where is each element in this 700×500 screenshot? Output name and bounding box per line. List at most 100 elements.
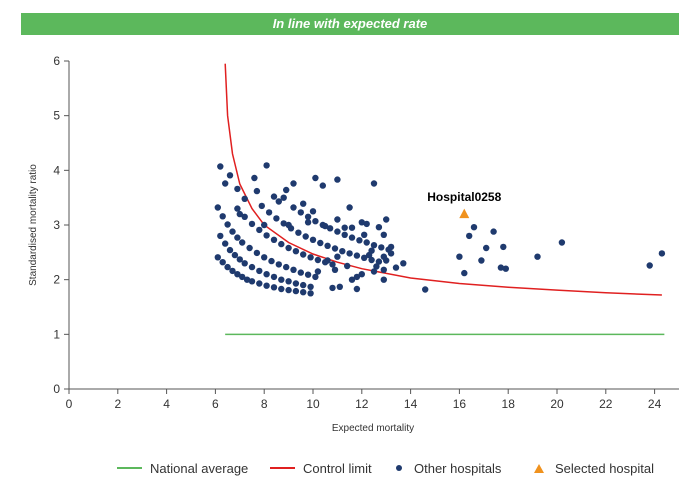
- hospital-point: [248, 263, 256, 271]
- hospital-point: [422, 286, 429, 293]
- hospital-point: [363, 220, 370, 228]
- hospital-point: [500, 243, 507, 251]
- hospital-point: [353, 252, 361, 259]
- hospital-point: [273, 215, 280, 222]
- hospital-point: [304, 271, 312, 278]
- hospital-point: [368, 256, 375, 264]
- x-tick-label: 2: [114, 397, 121, 411]
- hospital-point: [241, 195, 248, 202]
- hospital-point: [336, 283, 343, 290]
- hospital-point: [285, 221, 292, 229]
- hospital-point: [370, 180, 378, 187]
- hospital-point: [275, 198, 282, 205]
- hospital-point: [461, 269, 468, 277]
- y-tick-label: 6: [53, 54, 60, 68]
- hospital-point: [261, 221, 268, 229]
- hospital-point: [346, 204, 353, 211]
- hospital-point: [502, 265, 509, 272]
- hospital-point: [219, 213, 226, 220]
- chart-legend: National average Control limit Other hos…: [0, 458, 700, 478]
- hospital-point: [370, 242, 378, 249]
- hospital-point: [283, 186, 290, 194]
- legend-other-hospitals: Other hospitals: [396, 458, 501, 478]
- y-tick-label: 5: [53, 109, 60, 123]
- x-tick-label: 4: [163, 397, 170, 411]
- hospital-point: [292, 248, 300, 255]
- x-tick-label: 24: [648, 397, 662, 411]
- legend-triangle-swatch: [534, 463, 544, 473]
- hospital-point: [241, 260, 248, 267]
- hospital-point: [261, 254, 268, 261]
- other-hospitals-points: [214, 162, 666, 297]
- hospital-point: [292, 287, 300, 295]
- hospital-point: [270, 193, 278, 200]
- hospital-point: [478, 257, 485, 264]
- hospital-point: [319, 182, 326, 189]
- hospital-point: [214, 254, 221, 261]
- hospital-point: [256, 280, 263, 287]
- hospital-point: [363, 239, 370, 246]
- hospital-point: [380, 276, 387, 283]
- hospital-point: [334, 228, 341, 235]
- x-tick-label: 16: [453, 397, 467, 411]
- status-banner: In line with expected rate: [21, 13, 679, 35]
- hospital-point: [229, 228, 236, 235]
- hospital-point: [229, 267, 236, 275]
- hospital-point: [314, 256, 322, 264]
- hospital-point: [278, 240, 285, 248]
- hospital-point: [302, 233, 309, 240]
- hospital-point: [234, 271, 241, 278]
- y-tick-label: 2: [53, 273, 60, 287]
- legend-selected-hospital: Selected hospital: [534, 458, 654, 478]
- hospital-point: [239, 239, 246, 246]
- hospital-point: [348, 234, 356, 241]
- hospital-point: [387, 250, 395, 257]
- hospital-point: [339, 248, 346, 255]
- hospital-point: [297, 269, 304, 276]
- hospital-point: [307, 283, 314, 290]
- hospital-point: [231, 251, 239, 259]
- hospital-point: [312, 218, 319, 225]
- hospital-point: [256, 226, 263, 234]
- hospital-point: [380, 266, 387, 273]
- hospital-point: [234, 185, 241, 193]
- hospital-point: [483, 244, 490, 252]
- hospital-point: [226, 172, 234, 179]
- hospital-point: [466, 232, 473, 240]
- hospital-point: [285, 244, 292, 252]
- hospital-point: [373, 263, 380, 270]
- x-tick-label: 8: [261, 397, 268, 411]
- hospital-point: [239, 273, 246, 281]
- hospital-point: [307, 254, 314, 261]
- hospital-point: [558, 239, 566, 246]
- hospital-point: [322, 222, 329, 230]
- hospital-point: [312, 273, 319, 281]
- hospital-point: [490, 228, 497, 235]
- hospital-point: [234, 205, 241, 212]
- hospital-point: [326, 225, 334, 232]
- hospital-point: [331, 245, 339, 252]
- hospital-point: [253, 187, 261, 195]
- hospital-point: [222, 240, 229, 247]
- hospital-point: [324, 257, 331, 264]
- hospital-point: [348, 224, 356, 231]
- hospital-point: [400, 260, 407, 267]
- hospital-point: [300, 251, 307, 258]
- hospital-point: [309, 236, 317, 243]
- hospital-point: [234, 234, 241, 241]
- hospital-point: [658, 250, 666, 257]
- x-tick-label: 20: [550, 397, 564, 411]
- hospital-point: [270, 273, 278, 281]
- y-tick-label: 4: [53, 163, 60, 177]
- y-tick-label: 0: [53, 382, 60, 396]
- hospital-point: [270, 236, 278, 243]
- hospital-point: [300, 289, 307, 296]
- hospital-point: [251, 174, 258, 182]
- hospital-point: [217, 163, 224, 170]
- hospital-point: [344, 262, 351, 270]
- hospital-point: [275, 261, 282, 268]
- hospital-point: [383, 257, 390, 264]
- hospital-point: [292, 280, 300, 287]
- hospital-point: [317, 239, 324, 247]
